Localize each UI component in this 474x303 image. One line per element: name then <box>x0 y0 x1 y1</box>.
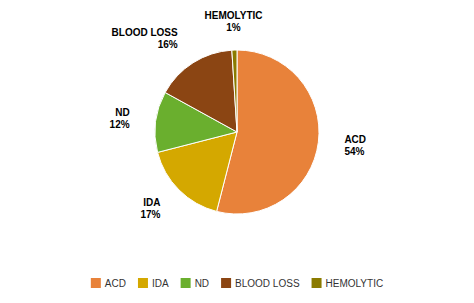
legend-label: ACD <box>105 278 126 289</box>
data-label-value: 16% <box>158 39 178 50</box>
legend-label: BLOOD LOSS <box>235 278 300 289</box>
legend-item: HEMOLYTIC <box>312 278 384 289</box>
data-label: ACD54% <box>344 134 366 157</box>
data-label-name: BLOOD LOSS <box>112 27 178 38</box>
data-label: HEMOLYTIC1% <box>205 10 263 33</box>
legend-swatch <box>91 278 101 288</box>
data-label-value: 54% <box>344 146 364 157</box>
legend-item: ACD <box>91 278 126 289</box>
legend-label: IDA <box>152 278 169 289</box>
data-label-value: 12% <box>110 119 130 130</box>
legend-swatch <box>312 278 322 288</box>
data-label: IDA17% <box>140 197 160 220</box>
data-label-name: ACD <box>344 134 366 145</box>
legend-swatch <box>138 278 148 288</box>
chart: ACD54%IDA17%ND12%BLOOD LOSS16%HEMOLYTIC1… <box>0 0 474 303</box>
legend-label: ND <box>195 278 209 289</box>
data-label: ND12% <box>110 107 130 130</box>
data-label: BLOOD LOSS16% <box>112 27 178 50</box>
data-label-name: ND <box>115 107 129 118</box>
legend-item: ND <box>181 278 209 289</box>
data-labels: ACD54%IDA17%ND12%BLOOD LOSS16%HEMOLYTIC1… <box>110 10 366 220</box>
legend-swatch <box>221 278 231 288</box>
data-label-value: 17% <box>140 209 160 220</box>
legend-swatch <box>181 278 191 288</box>
pie <box>155 50 319 214</box>
legend-item: IDA <box>138 278 169 289</box>
data-label-name: HEMOLYTIC <box>205 10 263 21</box>
legend: ACD IDA ND BLOOD LOSS HEMOLYTIC <box>91 278 383 289</box>
pie-slice <box>165 50 237 132</box>
data-label-name: IDA <box>143 197 160 208</box>
pie-slice <box>232 50 237 132</box>
legend-item: BLOOD LOSS <box>221 278 300 289</box>
legend-label: HEMOLYTIC <box>326 278 384 289</box>
data-label-value: 1% <box>226 22 241 33</box>
